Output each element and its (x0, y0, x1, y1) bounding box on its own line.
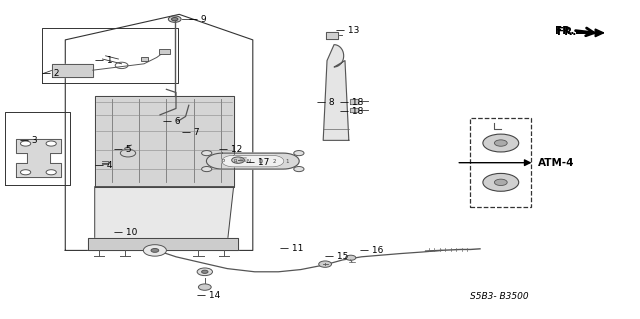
Text: — 2: — 2 (42, 69, 59, 78)
Polygon shape (350, 108, 358, 112)
Circle shape (483, 174, 518, 191)
Polygon shape (16, 139, 61, 177)
Text: — 12: — 12 (219, 145, 242, 154)
Text: 1: 1 (285, 159, 289, 164)
Polygon shape (88, 238, 238, 250)
Text: FR.: FR. (557, 27, 576, 37)
Text: — 17: — 17 (246, 158, 270, 167)
Polygon shape (207, 153, 299, 169)
Text: — 3: — 3 (20, 136, 38, 145)
Circle shape (151, 249, 159, 252)
Text: P: P (221, 159, 225, 164)
Text: ATM-4: ATM-4 (538, 158, 574, 168)
Text: — 18: — 18 (340, 98, 364, 107)
Circle shape (319, 261, 332, 267)
Polygon shape (52, 64, 93, 77)
Bar (141, 57, 148, 61)
Text: S5B3- B3500: S5B3- B3500 (470, 293, 529, 301)
Circle shape (232, 157, 244, 163)
Circle shape (494, 140, 507, 146)
Circle shape (20, 141, 31, 146)
Circle shape (294, 167, 304, 172)
Text: — 9: — 9 (189, 15, 207, 24)
Text: — 15: — 15 (325, 252, 349, 261)
Polygon shape (326, 32, 338, 39)
Polygon shape (95, 187, 234, 244)
Polygon shape (323, 45, 349, 140)
Text: — 14: — 14 (197, 291, 220, 300)
Circle shape (20, 170, 31, 175)
Text: — 16: — 16 (360, 246, 383, 255)
Text: — 6: — 6 (163, 117, 181, 126)
Circle shape (202, 151, 212, 156)
Polygon shape (95, 96, 234, 187)
Polygon shape (576, 29, 604, 37)
Text: 2: 2 (272, 159, 276, 164)
Circle shape (202, 167, 212, 172)
Text: — 18: — 18 (340, 107, 364, 116)
Text: — 7: — 7 (182, 128, 200, 137)
Text: R: R (234, 159, 237, 164)
Text: — 10: — 10 (114, 228, 138, 237)
Bar (470, 118, 531, 207)
Circle shape (202, 270, 208, 273)
Text: — 1: — 1 (95, 56, 113, 65)
Circle shape (483, 134, 518, 152)
Text: D: D (259, 159, 263, 164)
Text: — 8: — 8 (317, 98, 335, 107)
Circle shape (46, 141, 56, 146)
Text: FR.: FR. (555, 26, 574, 36)
Text: — 5: — 5 (114, 145, 132, 154)
Text: — 4: — 4 (95, 161, 112, 170)
Circle shape (46, 170, 56, 175)
Circle shape (198, 284, 211, 290)
Circle shape (197, 268, 212, 276)
Text: — 11: — 11 (280, 244, 304, 253)
Text: — 13: — 13 (336, 26, 360, 35)
Circle shape (346, 255, 356, 260)
Polygon shape (222, 155, 284, 167)
Circle shape (168, 16, 181, 22)
Bar (159, 49, 170, 54)
Text: N: N (246, 159, 250, 164)
Polygon shape (350, 99, 358, 104)
Circle shape (294, 151, 304, 156)
Circle shape (172, 18, 178, 21)
Circle shape (143, 245, 166, 256)
Circle shape (494, 179, 507, 186)
